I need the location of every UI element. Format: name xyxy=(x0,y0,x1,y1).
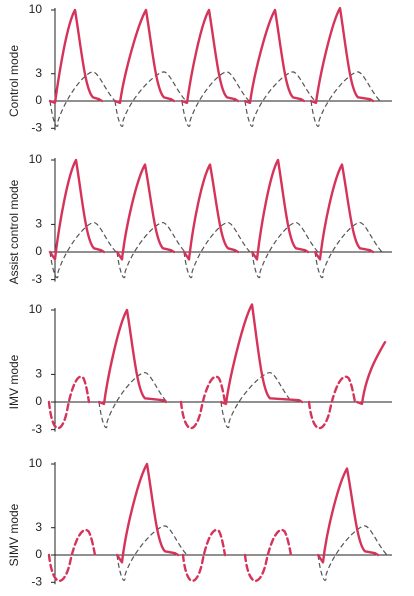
panel-2-flow-trace-3 xyxy=(183,221,251,279)
panel-3-spontaneous-breath-1 xyxy=(47,375,91,430)
panel-2-tick-label: 3 xyxy=(35,217,42,231)
panel-2-tick-label: -3 xyxy=(31,272,42,286)
panel-1-flow-trace-1 xyxy=(49,71,116,127)
panel-4-tick-label: 3 xyxy=(35,520,42,534)
panel-3-tick-label: 0 xyxy=(35,394,42,408)
panel-4-ylabel: SIMV mode xyxy=(7,503,21,566)
panel-2-ylabel: Assist control mode xyxy=(7,179,21,284)
panel-1-ylabel: Control mode xyxy=(7,45,21,117)
panel-3-flow-trace-1 xyxy=(98,371,168,429)
panel-3-ylabel: IMV mode xyxy=(7,354,21,409)
panel-2-flow-trace-5 xyxy=(314,221,383,279)
panel-2-flow-trace-2 xyxy=(116,221,186,279)
panel-2-tick-label: 0 xyxy=(35,244,42,258)
panel-2-tick-label: 10 xyxy=(29,152,43,166)
panel-2-pressure-breath-2 xyxy=(115,163,176,261)
panel-1-tick-label: 10 xyxy=(29,2,43,16)
panel-3-tick-label: 10 xyxy=(29,302,43,316)
panel-3-tick-label: 3 xyxy=(35,367,42,381)
panel-3-spontaneous-breath-3 xyxy=(307,375,357,430)
panel-3-pressure-breath-1 xyxy=(97,308,168,406)
panel-3-spontaneous-breath-2 xyxy=(179,375,227,430)
panel-1-pressure-breath-3 xyxy=(180,8,240,105)
panel-4-tick-label: 10 xyxy=(29,456,43,470)
panel-2-pressure-breath-1 xyxy=(48,158,106,261)
panel-4-tick-label: 0 xyxy=(35,547,42,561)
panel-4-spontaneous-breath-3 xyxy=(243,528,293,583)
panel-4-tick-label: -3 xyxy=(31,574,42,588)
panel-1-pressure-breath-5 xyxy=(309,6,375,105)
panel-2-pressure-breath-5 xyxy=(313,163,375,261)
panel-1-tick-label: 0 xyxy=(35,93,42,107)
panel-3-tick-label: -3 xyxy=(31,422,42,436)
panel-1-pressure-breath-1 xyxy=(48,8,104,105)
panel-2-flow-trace-1 xyxy=(49,221,117,279)
panel-4-spontaneous-breath-2 xyxy=(181,528,227,583)
panel-2-pressure-breath-3 xyxy=(182,163,240,261)
panel-1-tick-label: 3 xyxy=(35,66,42,80)
panel-4-pressure-breath-2 xyxy=(316,467,380,564)
panel-3-pressure-breath-2 xyxy=(219,303,304,406)
panel-4-flow-trace-2 xyxy=(317,525,388,581)
panel-3-pressure-breath-3 xyxy=(355,341,387,406)
panel-4-pressure-breath-1 xyxy=(115,462,180,564)
panel-2-pressure-breath-4 xyxy=(250,158,310,261)
panel-1-flow-trace-4 xyxy=(244,71,316,127)
panel-4-spontaneous-breath-1 xyxy=(47,528,97,583)
panel-3-flow-trace-2 xyxy=(220,371,293,429)
panel-1-flow-trace-5 xyxy=(310,71,381,127)
panel-1-flow-trace-2 xyxy=(114,71,187,127)
panel-2-flow-trace-4 xyxy=(251,221,319,279)
panel-1-flow-trace-3 xyxy=(181,71,250,127)
panel-1-pressure-breath-2 xyxy=(113,8,176,105)
panel-4-flow-trace-1 xyxy=(116,525,188,581)
panel-1-pressure-breath-4 xyxy=(243,8,306,105)
panel-1-tick-label: -3 xyxy=(31,120,42,134)
